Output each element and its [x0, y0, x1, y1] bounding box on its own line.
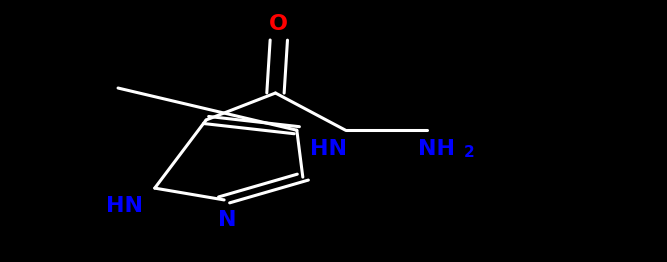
Text: N: N [218, 210, 237, 230]
Text: HN: HN [106, 196, 143, 216]
Text: HN: HN [310, 139, 348, 159]
Text: NH: NH [418, 139, 456, 159]
Text: 2: 2 [464, 145, 474, 160]
Text: O: O [269, 14, 288, 34]
